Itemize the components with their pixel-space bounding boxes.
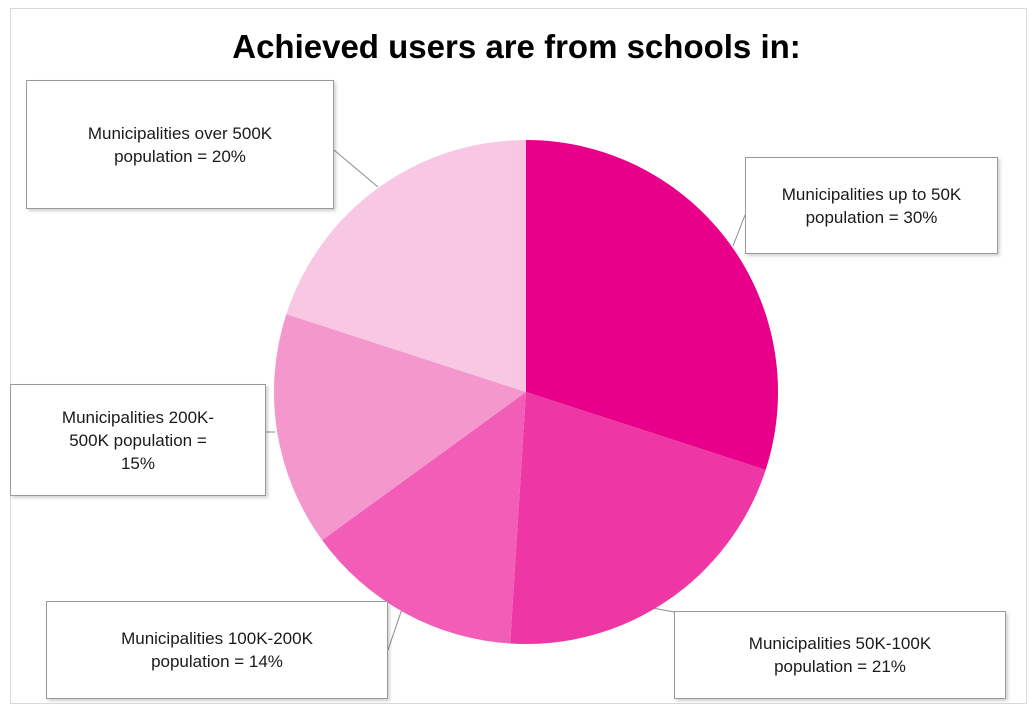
slice-200k-500k	[274, 314, 526, 541]
pie-slices	[274, 140, 778, 645]
slice-50k-100k	[510, 392, 766, 645]
slice-100k-200k	[322, 392, 526, 644]
slice-over-500k	[286, 140, 526, 392]
callout-200k-500k: Municipalities 200K- 500K population = 1…	[10, 384, 266, 496]
callout-100k-200k: Municipalities 100K-200K population = 14…	[46, 601, 388, 699]
chart-title: Achieved users are from schools in:	[232, 28, 801, 65]
callout-over-500k: Municipalities over 500K population = 20…	[26, 80, 334, 209]
callout-up-to-50k: Municipalities up to 50K population = 30…	[745, 157, 998, 254]
callout-connector-4	[333, 149, 379, 188]
slice-up-to-50k	[526, 140, 778, 470]
callout-50k-100k: Municipalities 50K-100K population = 21%	[674, 611, 1006, 699]
callout-connector-0	[732, 214, 746, 247]
